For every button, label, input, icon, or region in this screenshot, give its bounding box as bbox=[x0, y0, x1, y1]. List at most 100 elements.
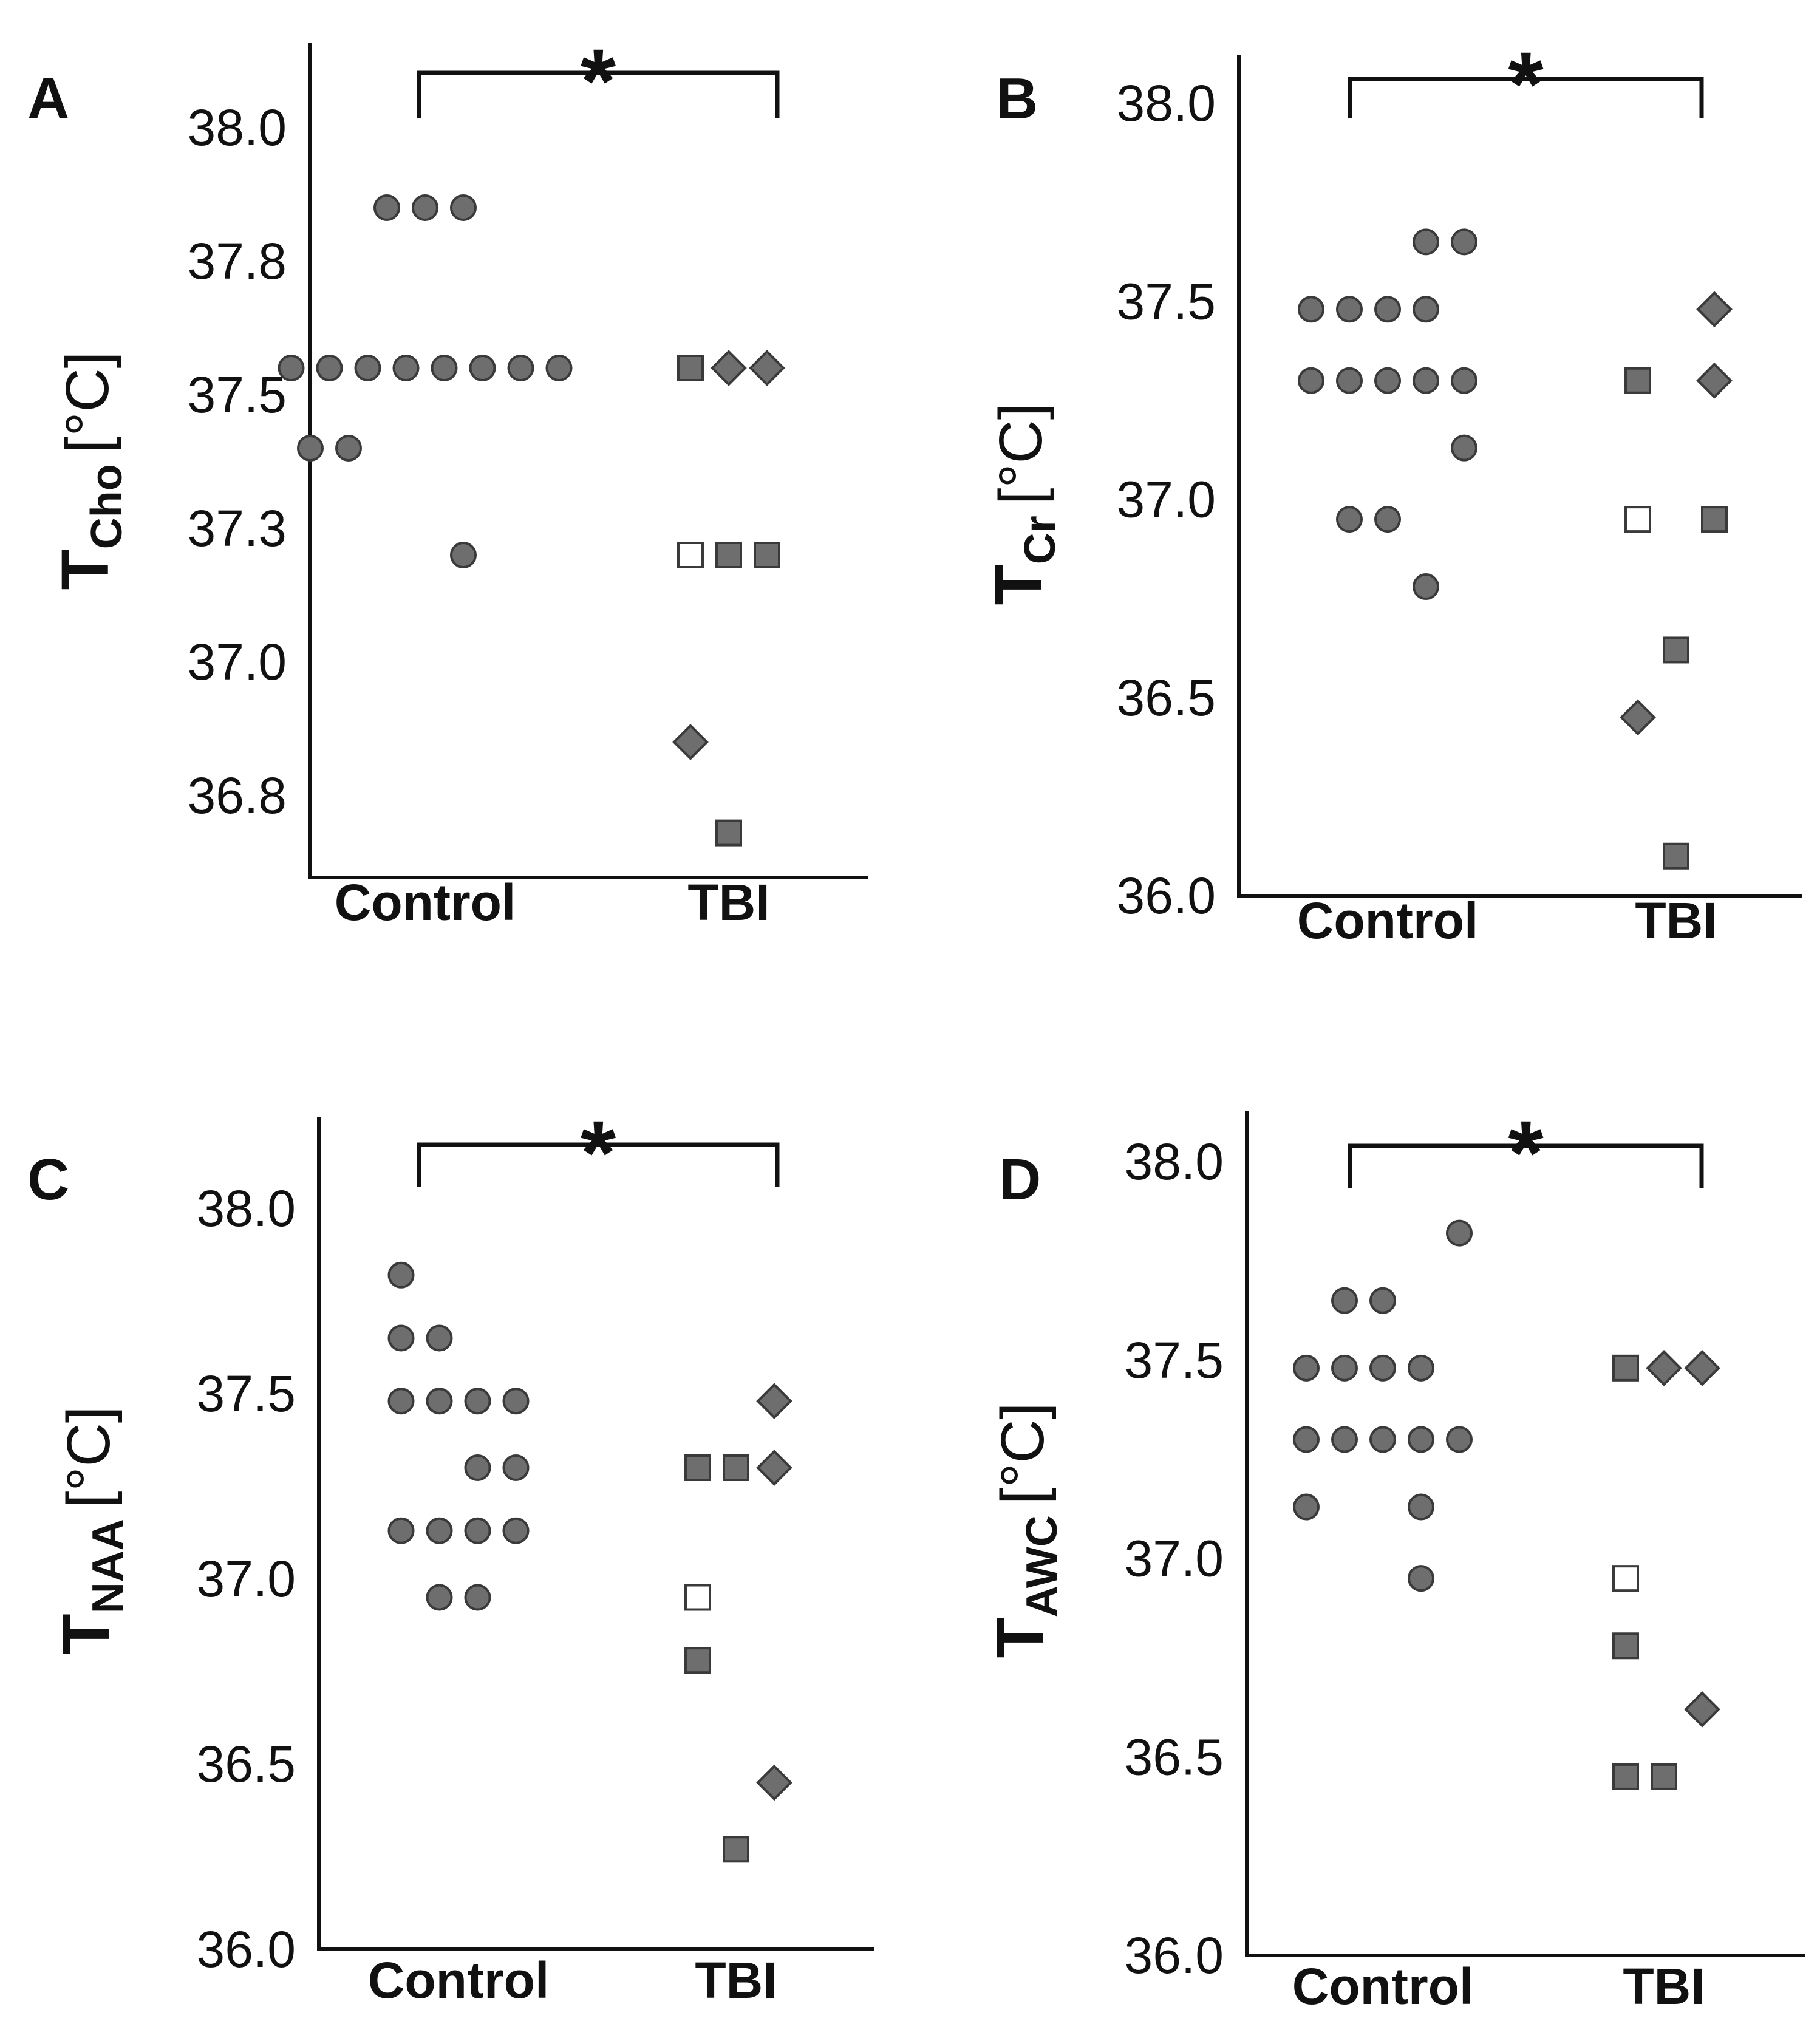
data-point-circle bbox=[1451, 367, 1477, 394]
data-point-circle bbox=[387, 1324, 415, 1352]
data-point-square bbox=[684, 1454, 711, 1481]
panel-label: D bbox=[999, 1147, 1041, 1212]
x-category-label: TBI bbox=[695, 1952, 777, 2009]
data-point-diamond bbox=[1684, 1691, 1720, 1728]
y-axis-title-unit: [°C] bbox=[989, 1403, 1057, 1505]
data-point-circle bbox=[373, 194, 400, 221]
y-axis-title-main: T bbox=[981, 564, 1056, 605]
data-point-circle bbox=[387, 1261, 415, 1289]
y-axis-title-unit: [°C] bbox=[55, 1406, 123, 1508]
data-point-circle bbox=[1331, 1287, 1358, 1314]
panel-c: C 38.0 37.5 37.0 36.5 36.0 TNAA [°C] Control TBI * bbox=[27, 1102, 874, 2009]
y-tick-label: 37.5 bbox=[197, 1365, 296, 1422]
data-point-diamond bbox=[1620, 699, 1656, 736]
y-axis-title-sub: NAA bbox=[84, 1519, 132, 1613]
data-point-diamond bbox=[1696, 291, 1733, 328]
data-point-diamond bbox=[756, 1764, 792, 1801]
data-point-circle bbox=[1374, 506, 1401, 533]
data-point-open-square bbox=[1612, 1565, 1639, 1592]
data-point-circle bbox=[387, 1517, 415, 1544]
data-point-circle bbox=[392, 355, 420, 381]
y-tick-label: 37.5 bbox=[188, 366, 287, 423]
data-point-diamond bbox=[1684, 1349, 1720, 1386]
data-point-circle bbox=[1369, 1354, 1396, 1382]
y-tick-label: 38.0 bbox=[197, 1180, 296, 1237]
x-category-label: TBI bbox=[1623, 1958, 1705, 2015]
data-point-circle bbox=[1336, 367, 1363, 394]
data-point-circle bbox=[450, 194, 477, 221]
y-tick-label: 36.0 bbox=[1125, 1927, 1224, 1984]
x-category-label: Control bbox=[1297, 892, 1479, 949]
data-point-square bbox=[1663, 636, 1689, 664]
data-point-circle bbox=[431, 355, 458, 381]
data-point-diamond bbox=[756, 1450, 792, 1486]
y-tick-label: 36.5 bbox=[1117, 669, 1216, 726]
y-tick-label: 36.5 bbox=[1125, 1728, 1224, 1785]
data-point-square bbox=[684, 1647, 711, 1674]
x-category-label: Control bbox=[1292, 1958, 1474, 2015]
x-category-label: TBI bbox=[687, 874, 769, 931]
data-point-circle bbox=[1408, 1493, 1434, 1521]
data-point-square bbox=[1624, 367, 1651, 394]
data-point-circle bbox=[1336, 506, 1363, 533]
data-point-square bbox=[1612, 1763, 1639, 1790]
data-point-open-square bbox=[1624, 506, 1651, 533]
x-category-label: TBI bbox=[1635, 892, 1717, 949]
y-tick-label: 38.0 bbox=[188, 99, 287, 156]
y-axis-title: TNAA [°C] bbox=[49, 1406, 132, 1655]
y-tick-label: 36.5 bbox=[197, 1736, 296, 1793]
y-axis-title: TCr [°C] bbox=[981, 403, 1065, 605]
data-point-square bbox=[1651, 1763, 1677, 1790]
y-tick-label: 36.8 bbox=[188, 767, 287, 824]
data-point-circle bbox=[1331, 1354, 1358, 1382]
panel-label: B bbox=[996, 66, 1038, 131]
y-axis-title-unit: [°C] bbox=[53, 352, 121, 454]
x-category-label: Control bbox=[335, 874, 516, 931]
data-point-circle bbox=[1413, 296, 1439, 323]
data-point-open-square bbox=[684, 1584, 711, 1611]
data-point-circle bbox=[450, 542, 477, 568]
x-category-label: Control bbox=[368, 1952, 550, 2009]
data-point-circle bbox=[1298, 296, 1324, 323]
data-point-circle bbox=[502, 1388, 530, 1415]
y-tick-label: 36.0 bbox=[197, 1921, 296, 1978]
data-point-circle bbox=[335, 435, 362, 462]
data-point-diamond bbox=[711, 350, 747, 386]
data-point-circle bbox=[1298, 367, 1324, 394]
y-tick-label: 37.0 bbox=[1125, 1530, 1224, 1587]
data-point-diamond bbox=[672, 724, 709, 760]
y-tick-label: 37.0 bbox=[197, 1550, 296, 1607]
y-tick-label: 37.0 bbox=[1117, 471, 1216, 528]
panel-label: C bbox=[27, 1147, 69, 1212]
significance-bracket bbox=[1348, 1143, 1704, 1188]
y-axis-title-unit: [°C] bbox=[987, 403, 1055, 505]
data-point-circle bbox=[464, 1454, 491, 1481]
data-point-circle bbox=[278, 355, 305, 381]
data-point-circle bbox=[426, 1324, 453, 1352]
data-point-circle bbox=[502, 1454, 530, 1481]
data-point-circle bbox=[426, 1584, 453, 1611]
data-point-square bbox=[723, 1836, 749, 1863]
data-point-circle bbox=[1446, 1426, 1473, 1453]
data-point-circle bbox=[1293, 1354, 1320, 1382]
y-tick-label: 37.5 bbox=[1117, 273, 1216, 330]
data-point-diamond bbox=[1646, 1349, 1682, 1386]
panel-a: A 38.0 37.8 37.5 37.3 37.0 36.8 TCho [°C] Control… bbox=[27, 30, 868, 931]
data-point-circle bbox=[545, 355, 573, 381]
data-point-circle bbox=[297, 435, 324, 462]
significance-star: * bbox=[1508, 1102, 1544, 1204]
data-point-square bbox=[1663, 842, 1689, 870]
data-point-square bbox=[1701, 506, 1728, 533]
significance-bracket bbox=[417, 70, 780, 118]
y-tick-label: 38.0 bbox=[1125, 1133, 1224, 1190]
y-tick-label: 37.5 bbox=[1125, 1332, 1224, 1389]
data-point-square bbox=[754, 542, 780, 568]
data-point-circle bbox=[507, 355, 534, 381]
y-axis-title-sub: AWC bbox=[1018, 1515, 1066, 1617]
data-point-square bbox=[715, 819, 742, 847]
data-point-circle bbox=[1408, 1565, 1434, 1592]
data-point-circle bbox=[1413, 367, 1439, 394]
panel-b: B 38.0 37.5 37.0 36.5 36.0 TCr [°C] Control TBI * bbox=[981, 33, 1802, 949]
y-tick-label: 37.3 bbox=[188, 500, 287, 557]
